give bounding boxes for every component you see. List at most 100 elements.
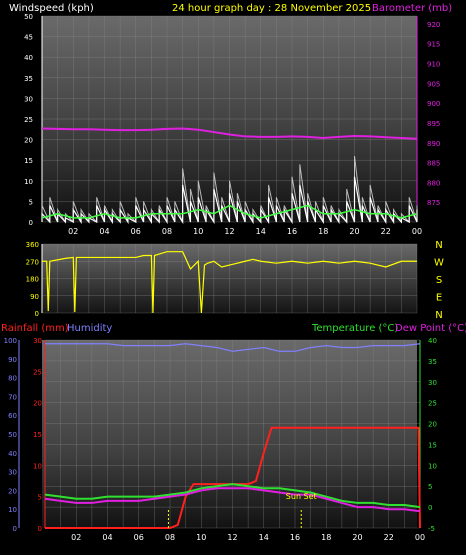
wind-y-tick-label: 35 bbox=[24, 75, 33, 83]
humidity-y-tick-label: 10 bbox=[8, 506, 17, 514]
wind-y-tick-label: 5 bbox=[29, 198, 33, 206]
temperature-y-tick-label: 5 bbox=[428, 483, 432, 491]
annotations: Sun Set bbox=[167, 492, 317, 528]
direction-y-tick-label: 180 bbox=[26, 276, 39, 284]
x-tick-label: 20 bbox=[352, 533, 362, 542]
rain-y-tick-label: 15 bbox=[33, 431, 42, 439]
humidity-y-tick-label: 60 bbox=[8, 412, 17, 420]
x-tick-label: 02 bbox=[68, 227, 78, 236]
temperature-y-tick-label: 25 bbox=[428, 400, 437, 408]
rain-y-tick-label: 5 bbox=[38, 494, 42, 502]
x-tick-label: 08 bbox=[162, 227, 172, 236]
barometer-y-tick-label: 895 bbox=[427, 120, 440, 128]
humidity-y-tick-label: 50 bbox=[8, 431, 17, 439]
compass-label: E bbox=[436, 293, 442, 304]
rain-series-line bbox=[45, 426, 421, 529]
temperature-y-tick-label: 35 bbox=[428, 358, 437, 366]
barometer-y-tick-label: 915 bbox=[427, 41, 440, 49]
x-tick-label: 16 bbox=[290, 533, 300, 542]
wind-y-tick-label: 30 bbox=[24, 95, 33, 103]
barometer-y-tick-label: 900 bbox=[427, 100, 440, 108]
humidity-series-line bbox=[45, 343, 421, 352]
humidity-y-tick-label: 30 bbox=[8, 469, 17, 477]
humidity-y-tick-label: 40 bbox=[8, 450, 17, 458]
wind-y-ticks: 0 5 10 15 20 25 30 35 40 45 50 bbox=[24, 13, 33, 227]
x-tick-label: 02 bbox=[71, 533, 81, 542]
x-tick-label: 16 bbox=[287, 227, 297, 236]
sun-set-annotation: Sun Set bbox=[286, 492, 317, 501]
x-tick-label: 18 bbox=[321, 533, 331, 542]
rain-y-tick-label: 25 bbox=[33, 368, 42, 376]
x-tick-label: 04 bbox=[102, 533, 112, 542]
barometer-series-line bbox=[41, 127, 418, 140]
rain-y-tick-label: 30 bbox=[33, 337, 42, 345]
temperature-y-tick-label: 15 bbox=[428, 441, 437, 449]
barometer-y-tick-label: 920 bbox=[427, 21, 440, 29]
humidity-y-tick-label: 20 bbox=[8, 487, 17, 495]
wind-y-tick-label: 25 bbox=[24, 116, 33, 124]
wind-y-tick-label: 20 bbox=[24, 137, 33, 145]
x-tick-label: 12 bbox=[224, 227, 234, 236]
wind-axis-title: Windspeed (kph) bbox=[9, 3, 94, 14]
dewpoint-label: Dew Point (°C) bbox=[395, 323, 466, 334]
barometer-y-tick-label: 880 bbox=[427, 179, 440, 187]
x-tick-label: 22 bbox=[384, 533, 394, 542]
wind-y-tick-label: 40 bbox=[24, 54, 33, 62]
direction-y-ticks: 0 90 180 270 360 bbox=[26, 241, 39, 318]
temperature-y-tick-label: 0 bbox=[428, 504, 432, 512]
barometer-y-tick-label: 905 bbox=[427, 80, 440, 88]
temperature-y-tick-label: 30 bbox=[428, 379, 437, 387]
humidity-y-tick-label: 80 bbox=[8, 375, 17, 383]
temperature-y-tick-label: 20 bbox=[428, 421, 437, 429]
temperature-y-tick-label: 10 bbox=[428, 462, 437, 470]
wind-y-tick-label: 0 bbox=[29, 219, 33, 227]
compass-label: N bbox=[435, 240, 442, 251]
humidity-y-tick-label: 100 bbox=[4, 337, 17, 345]
rain-y-tick-label: 10 bbox=[33, 462, 42, 470]
x-tick-label: 00 bbox=[412, 227, 422, 236]
rain-y-tick-label: 0 bbox=[38, 525, 42, 533]
direction-y-tick-label: 270 bbox=[26, 258, 39, 266]
dewpoint-series-line bbox=[44, 487, 421, 513]
temperature-y-tick-label: 40 bbox=[428, 337, 437, 345]
x-tick-label: 06 bbox=[131, 227, 141, 236]
direction-series-line bbox=[42, 251, 417, 314]
barometer-axis-title: Barometer (mb) bbox=[372, 3, 452, 14]
temperature-y-ticks: -5 0 5 10 15 20 25 30 35 40 bbox=[428, 337, 437, 533]
barometer-y-tick-label: 875 bbox=[427, 199, 440, 207]
temperature-label: Temperature (°C) bbox=[311, 323, 398, 334]
wind-y-tick-label: 45 bbox=[24, 34, 33, 42]
wind-y-tick-label: 10 bbox=[24, 178, 33, 186]
wind-y-tick-label: 50 bbox=[24, 13, 33, 21]
x-tick-label: 18 bbox=[318, 227, 328, 236]
barometer-y-tick-label: 890 bbox=[427, 140, 440, 148]
barometer-y-tick-label: 910 bbox=[427, 61, 440, 69]
avg_wind-series-line bbox=[41, 204, 418, 219]
x-tick-label: 00 bbox=[415, 533, 425, 542]
x-tick-label: 04 bbox=[99, 227, 109, 236]
rain-x-ticks: 02 04 06 08 10 12 14 16 18 20 22 00 bbox=[71, 533, 425, 542]
x-tick-label: 14 bbox=[259, 533, 269, 542]
x-tick-label: 22 bbox=[381, 227, 391, 236]
x-tick-label: 10 bbox=[196, 533, 206, 542]
direction-y-tick-label: 90 bbox=[30, 293, 39, 301]
direction-y-tick-label: 360 bbox=[26, 241, 39, 249]
wind-series-line bbox=[41, 176, 418, 225]
rain-panel-grid bbox=[45, 339, 421, 529]
rain-panel-bg bbox=[42, 340, 417, 528]
x-tick-label: 14 bbox=[256, 227, 266, 236]
rain-temp-series bbox=[44, 343, 421, 529]
x-tick-label: 12 bbox=[227, 533, 237, 542]
rain-y-ticks: 0 5 10 15 20 25 30 bbox=[33, 337, 42, 533]
barometer-y-ticks: 875 880 885 890 895 900 905 910 915 920 bbox=[427, 21, 440, 207]
wind-x-ticks: 02 04 06 08 10 12 14 16 18 20 22 00 bbox=[68, 227, 422, 236]
direction-series bbox=[42, 251, 417, 314]
wind-series bbox=[41, 127, 418, 225]
temperature-series-line bbox=[44, 483, 421, 509]
x-tick-label: 06 bbox=[134, 533, 144, 542]
humidity-label: Humidity bbox=[67, 323, 112, 334]
rain-y-tick-label: 20 bbox=[33, 400, 42, 408]
direction-y-tick-label: 0 bbox=[35, 310, 39, 318]
